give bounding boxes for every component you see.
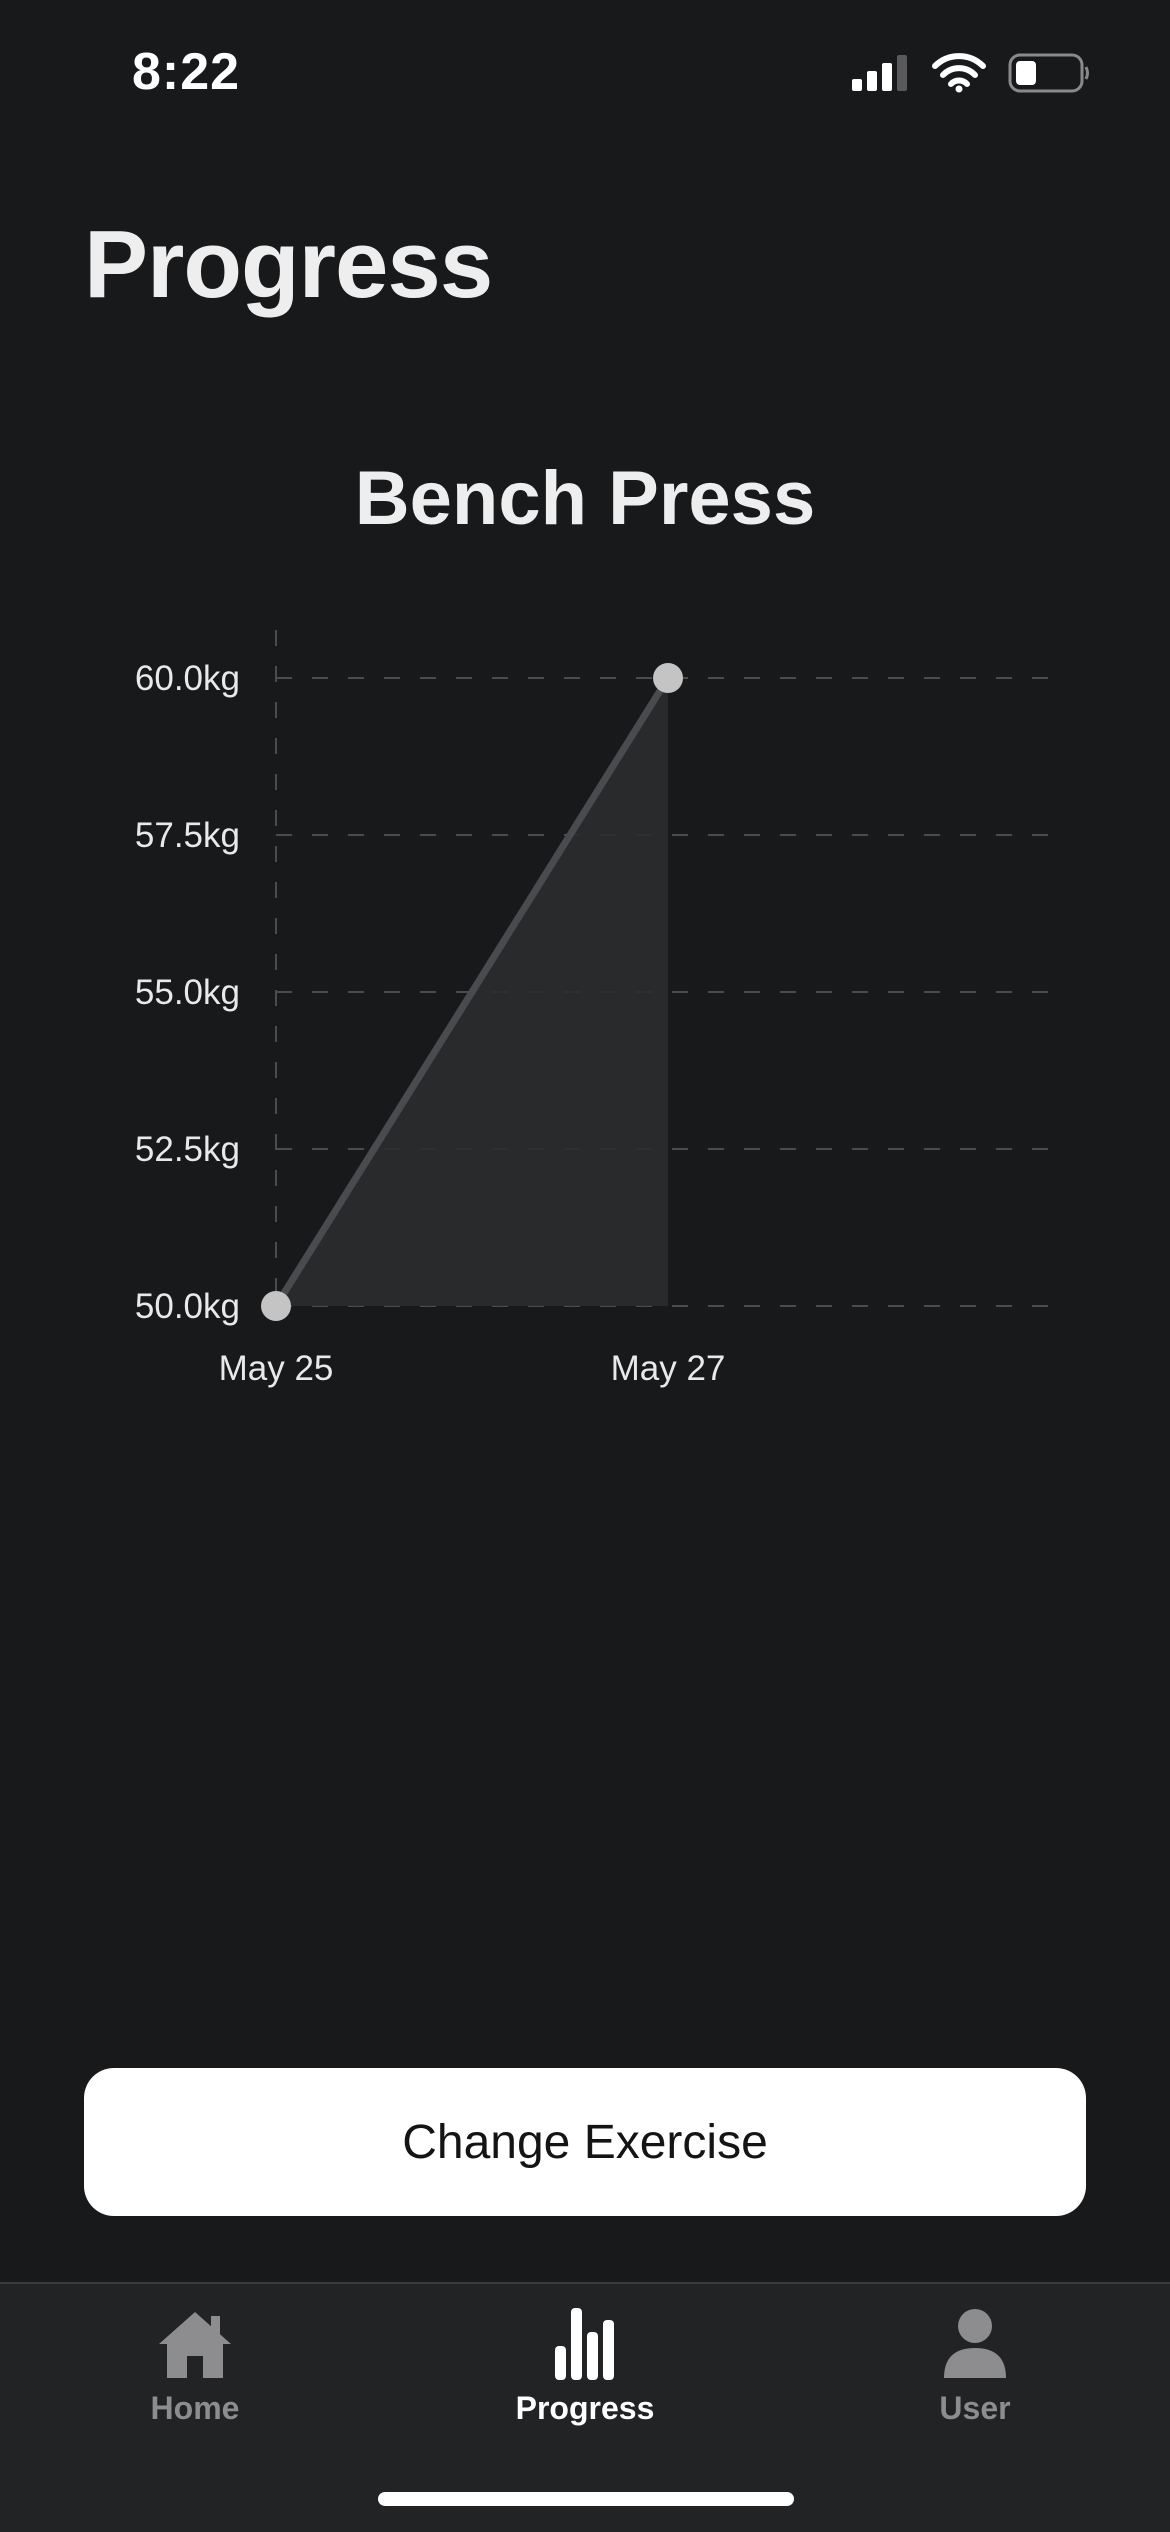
- x-tick-label: May 25: [219, 1349, 334, 1388]
- wifi-icon: [932, 53, 986, 93]
- tab-home[interactable]: Home: [65, 2304, 325, 2454]
- status-time: 8:22: [132, 43, 241, 101]
- status-icons: [850, 52, 1090, 94]
- y-tick-label: 50.0kg: [135, 1287, 240, 1326]
- y-tick-label: 52.5kg: [135, 1130, 240, 1169]
- progress-chart: 50.0kg 52.5kg 55.0kg 57.5kg 60.0kg May 25 May …: [135, 630, 1060, 1388]
- y-tick-label: 57.5kg: [135, 816, 240, 855]
- tab-progress-label: Progress: [515, 2390, 655, 2426]
- house-icon: [155, 2304, 235, 2384]
- tab-user-label: User: [939, 2390, 1011, 2426]
- chart-title: Bench Press: [354, 456, 816, 541]
- tab-bar: Home Progress User: [0, 2282, 1170, 2532]
- y-tick-label: 55.0kg: [135, 973, 240, 1012]
- tab-user[interactable]: User: [845, 2304, 1105, 2454]
- data-point: [261, 1291, 291, 1321]
- tab-home-label: Home: [150, 2390, 240, 2426]
- y-tick-label: 60.0kg: [135, 659, 240, 698]
- x-tick-label: May 27: [611, 1349, 726, 1388]
- bar-chart-icon: [545, 2304, 625, 2384]
- data-point: [653, 663, 683, 693]
- tab-progress[interactable]: Progress: [455, 2304, 715, 2454]
- battery-icon: [1008, 53, 1089, 93]
- person-icon: [935, 2304, 1015, 2384]
- home-indicator: [378, 2492, 794, 2506]
- page-title: Progress: [84, 211, 493, 318]
- change-exercise-button[interactable]: Change Exercise: [84, 2068, 1086, 2216]
- series-line: [272, 674, 672, 1310]
- change-exercise-label: Change Exercise: [402, 2115, 768, 2169]
- cellular-signal-icon: [852, 55, 907, 91]
